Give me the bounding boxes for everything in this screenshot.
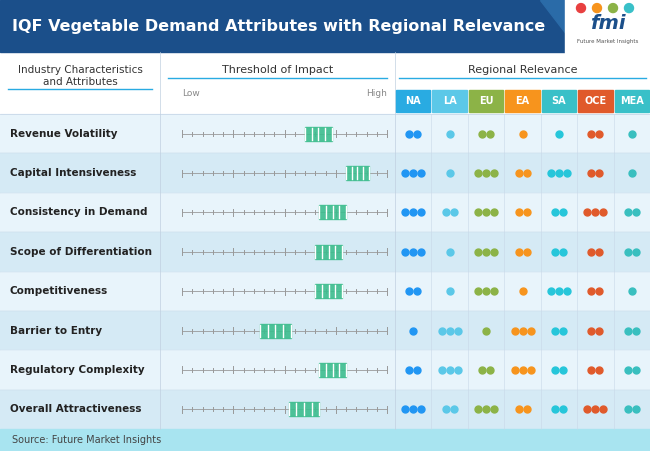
Text: EU: EU [479,96,493,106]
Bar [315,284,342,298]
Bar [0,232,650,272]
Text: High: High [366,89,387,98]
Bar [0,153,650,193]
Bar [319,363,346,377]
Text: MEA: MEA [620,96,644,106]
Circle shape [593,4,601,13]
Bar [578,90,612,112]
Text: and Attributes: and Attributes [43,77,118,87]
Bar [0,52,650,114]
Circle shape [608,4,618,13]
Text: LA: LA [443,96,456,106]
Text: Threshold of Impact: Threshold of Impact [222,65,333,75]
Text: SA: SA [552,96,566,106]
Bar [0,311,650,350]
Bar [289,402,319,416]
Text: EA: EA [515,96,530,106]
Bar [260,323,291,337]
Bar [0,272,650,311]
Text: Regional Relevance: Regional Relevance [468,65,577,75]
Text: Capital Intensiveness: Capital Intensiveness [10,168,136,178]
Bar [396,90,430,112]
Bar [0,114,650,153]
Text: Scope of Differentiation: Scope of Differentiation [10,247,152,257]
Text: NA: NA [406,96,421,106]
Bar [565,0,650,54]
Text: OCE: OCE [584,96,606,106]
Bar [614,90,649,112]
Text: Revenue Volatility: Revenue Volatility [10,129,118,139]
Bar [505,90,540,112]
Text: Low: Low [182,89,200,98]
Bar [0,390,650,429]
Text: Regulatory Complexity: Regulatory Complexity [10,365,144,375]
Bar [0,350,650,390]
Bar [319,206,346,220]
Text: Industry Characteristics: Industry Characteristics [18,65,142,75]
Bar [315,245,342,259]
Bar [305,127,332,141]
Text: Future Market Insights: Future Market Insights [577,39,638,44]
Text: Source: Future Market Insights: Source: Future Market Insights [12,435,161,445]
Circle shape [625,4,634,13]
Bar [541,90,576,112]
Text: fmi: fmi [590,14,625,33]
Text: Competitiveness: Competitiveness [10,286,109,296]
Bar [432,90,467,112]
Text: IQF Vegetable Demand Attributes with Regional Relevance: IQF Vegetable Demand Attributes with Reg… [12,18,545,33]
Polygon shape [540,0,650,52]
Text: Consistency in Demand: Consistency in Demand [10,207,148,217]
Text: Barrier to Entry: Barrier to Entry [10,326,102,336]
Circle shape [577,4,586,13]
Bar [0,193,650,232]
Bar [0,429,650,451]
Text: Overall Attractiveness: Overall Attractiveness [10,404,142,414]
Bar [469,90,503,112]
Bar [346,166,369,180]
Bar [0,0,650,52]
